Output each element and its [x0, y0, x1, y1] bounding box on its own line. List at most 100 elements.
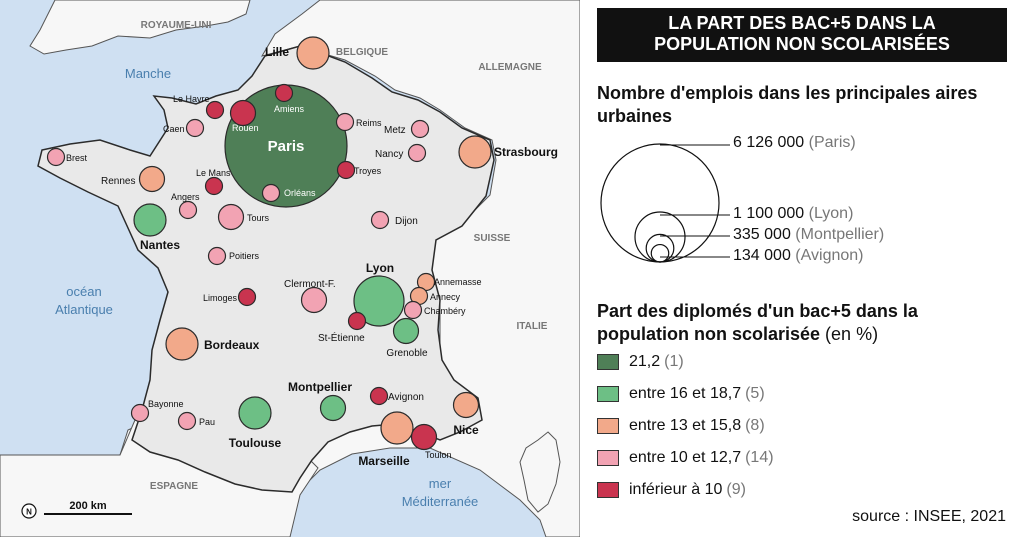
scale-label: 200 km — [69, 500, 107, 512]
city-label-marseille: Marseille — [358, 454, 410, 468]
sea-label: Manche — [125, 66, 171, 81]
class-row-3: entre 13 et 15,8 (8) — [597, 416, 765, 436]
city-marker-rouen — [229, 99, 257, 127]
size-label-montpellier: 335 000 (Montpellier) — [733, 226, 885, 243]
city-label-st-tienne: St-Étienne — [318, 331, 365, 344]
city-marker-nancy — [407, 143, 427, 163]
city-marker-montpellier — [319, 394, 347, 422]
city-marker-avignon — [369, 386, 389, 406]
city-label-lyon: Lyon — [366, 261, 394, 275]
city-marker-troyes — [336, 160, 356, 180]
city-label-pau: Pau — [199, 417, 215, 427]
city-marker-lyon — [353, 275, 405, 327]
city-marker-rennes — [138, 165, 166, 193]
city-marker-amiens — [274, 83, 294, 103]
city-label-reims: Reims — [356, 118, 382, 128]
country-label: BELGIQUE — [336, 47, 389, 58]
sea-label: océan — [66, 284, 101, 299]
city-label-troyes: Troyes — [354, 166, 382, 176]
city-label-amiens: Amiens — [274, 104, 305, 114]
city-marker-poitiers — [207, 246, 227, 266]
north-arrow-icon — [21, 503, 37, 519]
city-label-annecy: Annecy — [430, 292, 461, 302]
map-panel: ROYAUME-UNI BELGIQUE ALLEMAGNE SUISSE ITALIE… — [0, 0, 581, 538]
city-label-caen: Caen — [163, 124, 185, 134]
corsica-land — [519, 431, 561, 513]
size-legend-circles — [600, 143, 730, 263]
city-label-lille: Lille — [265, 45, 289, 59]
country-label: SUISSE — [474, 233, 511, 244]
city-label-toulon: Toulon — [425, 450, 452, 460]
class-4-swatch — [597, 450, 619, 466]
country-label: ITALIE — [517, 321, 548, 332]
city-marker-bordeaux — [165, 327, 199, 361]
city-label-tours: Tours — [247, 213, 270, 223]
class-legend-title: Part des diplomés d'un bac+5 dans la pop… — [597, 301, 918, 344]
size-legend-circle — [645, 233, 675, 263]
city-marker-nantes — [133, 203, 167, 237]
city-marker-st-tienne — [347, 311, 367, 331]
city-label-avignon: Avignon — [388, 392, 424, 403]
city-label-clermont-f-: Clermont-F. — [284, 279, 336, 290]
city-label-metz: Metz — [384, 125, 406, 136]
size-label-avignon: 134 000 (Avignon) — [733, 247, 864, 264]
north-label: N — [26, 508, 32, 517]
city-marker-nice — [452, 391, 480, 419]
city-marker-toulouse — [238, 396, 272, 430]
city-marker-le-mans — [204, 176, 224, 196]
title-line-2: POPULATION NON SCOLARISÉES — [654, 34, 950, 54]
city-marker-caen — [185, 118, 205, 138]
title-line-1: LA PART DES BAC+5 DANS LA — [668, 13, 936, 33]
city-label-poitiers: Poitiers — [229, 251, 260, 261]
sea-label: Méditerranée — [402, 494, 479, 509]
city-label-rouen: Rouen — [232, 123, 259, 133]
city-label-annemasse: Annemasse — [434, 277, 482, 287]
source-note: source : INSEE, 2021 — [852, 508, 1006, 525]
size-label-paris: 6 126 000 (Paris) — [733, 134, 856, 151]
city-label-nancy: Nancy — [375, 149, 403, 160]
sea-labels: Manche océan Atlantique mer Méditerranée — [55, 66, 478, 509]
class-1-swatch — [597, 354, 619, 370]
city-marker-orl-ans — [261, 183, 281, 203]
city-marker-dijon — [370, 210, 390, 230]
city-label-nice: Nice — [453, 423, 479, 437]
city-label-strasbourg: Strasbourg — [494, 145, 558, 159]
france-map: ROYAUME-UNI BELGIQUE ALLEMAGNE SUISSE ITALIE… — [0, 0, 581, 538]
class-2-swatch — [597, 386, 619, 402]
city-label-le-havre: Le Havre — [173, 94, 210, 104]
scale-bar: N 200 km — [21, 500, 132, 519]
city-marker-strasbourg — [458, 135, 492, 169]
size-legend-title: Nombre d'emplois dans les principales ai… — [597, 83, 978, 126]
size-label-lyon: 1 100 000 (Lyon) — [733, 205, 854, 222]
city-label-bayonne: Bayonne — [148, 399, 184, 409]
country-label: ALLEMAGNE — [478, 62, 542, 73]
class-row-2: entre 16 et 18,7 (5) — [597, 384, 765, 404]
city-label-orl-ans: Orléans — [284, 188, 316, 198]
city-label-grenoble: Grenoble — [386, 348, 428, 359]
city-marker-clermont-f- — [300, 286, 328, 314]
legend-panel: LA PART DES BAC+5 DANS LA POPULATION NON… — [586, 0, 1024, 537]
city-label-dijon: Dijon — [395, 216, 418, 227]
city-marker-brest — [46, 147, 66, 167]
uk-land — [29, 0, 251, 55]
class-row-5: inférieur à 10 (9) — [597, 480, 746, 500]
city-label-le-mans: Le Mans — [196, 168, 231, 178]
class-row-4: entre 10 et 12,7 (14) — [597, 448, 774, 468]
city-marker-limoges — [237, 287, 257, 307]
city-marker-pau — [177, 411, 197, 431]
city-marker-chamb-ry — [403, 300, 423, 320]
france-land — [37, 45, 495, 493]
city-label-angers: Angers — [171, 192, 200, 202]
city-label-rennes: Rennes — [101, 176, 135, 187]
city-label-limoges: Limoges — [203, 293, 238, 303]
city-marker-reims — [335, 112, 355, 132]
size-legend-circle — [634, 211, 686, 263]
class-3-swatch — [597, 418, 619, 434]
city-marker-marseille — [380, 411, 414, 445]
city-label-nantes: Nantes — [140, 238, 180, 252]
city-label-paris: Paris — [268, 138, 305, 155]
city-marker-le-havre — [205, 100, 225, 120]
class-row-1: 21,2 (1) — [597, 352, 684, 372]
city-marker-angers — [178, 200, 198, 220]
sea-label: mer — [429, 476, 452, 491]
